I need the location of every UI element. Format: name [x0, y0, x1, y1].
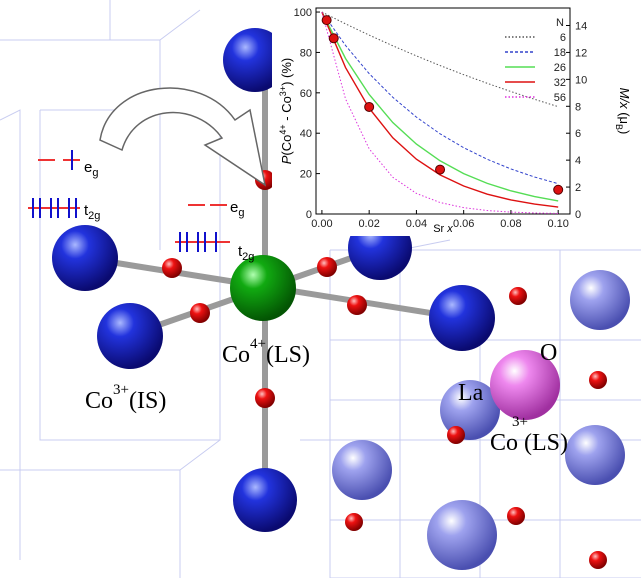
x-tick-label: 0.06 [453, 218, 474, 230]
data-point [328, 33, 339, 44]
x-tick-label: 0.00 [311, 218, 332, 230]
t2g-label: t2g [84, 202, 100, 222]
y-tick-label: 0 [306, 209, 312, 221]
co3-ls-label: 3+ Co (LS) [490, 414, 568, 456]
y2-tick-label: 0 [575, 209, 581, 221]
y2-tick-label: 10 [575, 74, 587, 86]
y2-axis-label: M/x (μB) [614, 88, 632, 135]
t2g-label: t2g [238, 243, 254, 263]
y2-tick-label: 8 [575, 101, 581, 113]
y-tick-label: 20 [300, 169, 312, 181]
series-line [321, 11, 559, 202]
y-axis-label: P(Co4+ - Co3+) (%) [278, 58, 294, 165]
legend-label: 6 [560, 32, 566, 44]
data-point [553, 184, 564, 195]
legend-label: 56 [554, 92, 566, 104]
legend-label: 32 [554, 77, 566, 89]
level-diagram [28, 150, 230, 252]
hop-arrow [99, 87, 267, 187]
y-tick-label: 40 [300, 128, 312, 140]
x-tick-label: 0.08 [500, 218, 521, 230]
o-label: O [540, 340, 557, 366]
series-line [321, 11, 559, 185]
lattice-spheres [332, 270, 630, 570]
co3-is-label: Co3+(IS) [85, 382, 166, 414]
data-point [321, 15, 332, 26]
octahedron [52, 28, 495, 532]
x-tick-label: 0.04 [406, 218, 427, 230]
series-line [321, 11, 559, 108]
eg-label: eg [84, 159, 98, 179]
plot-frame [315, 7, 571, 215]
series-line [321, 11, 559, 208]
y-tick-label: 100 [294, 7, 312, 19]
x-tick-label: 0.02 [358, 218, 379, 230]
x-axis-label: Sr x [433, 223, 453, 235]
y-tick-label: 80 [300, 47, 312, 59]
la-label: La [458, 380, 484, 406]
y-tick-label: 60 [300, 88, 312, 100]
series-line [321, 11, 559, 214]
inset-chart: Sr x P(Co4+ - Co3+) (%) M/x (μB) 0.00 0.0… [272, 0, 641, 236]
legend-label: 26 [554, 62, 566, 74]
y2-tick-label: 6 [575, 128, 581, 140]
y2-tick-label: 12 [575, 47, 587, 59]
legend-title: N [556, 17, 564, 29]
legend-label: 18 [554, 47, 566, 59]
y2-tick-label: 4 [575, 155, 581, 167]
inset-background [272, 0, 641, 236]
x-tick-label: 0.10 [547, 218, 568, 230]
eg-label: eg [230, 199, 244, 219]
data-point [364, 101, 375, 112]
co4-label: Co4+(LS) [222, 336, 310, 368]
y2-tick-label: 14 [575, 21, 587, 33]
y2-tick-label: 2 [575, 182, 581, 194]
data-point [435, 164, 446, 175]
